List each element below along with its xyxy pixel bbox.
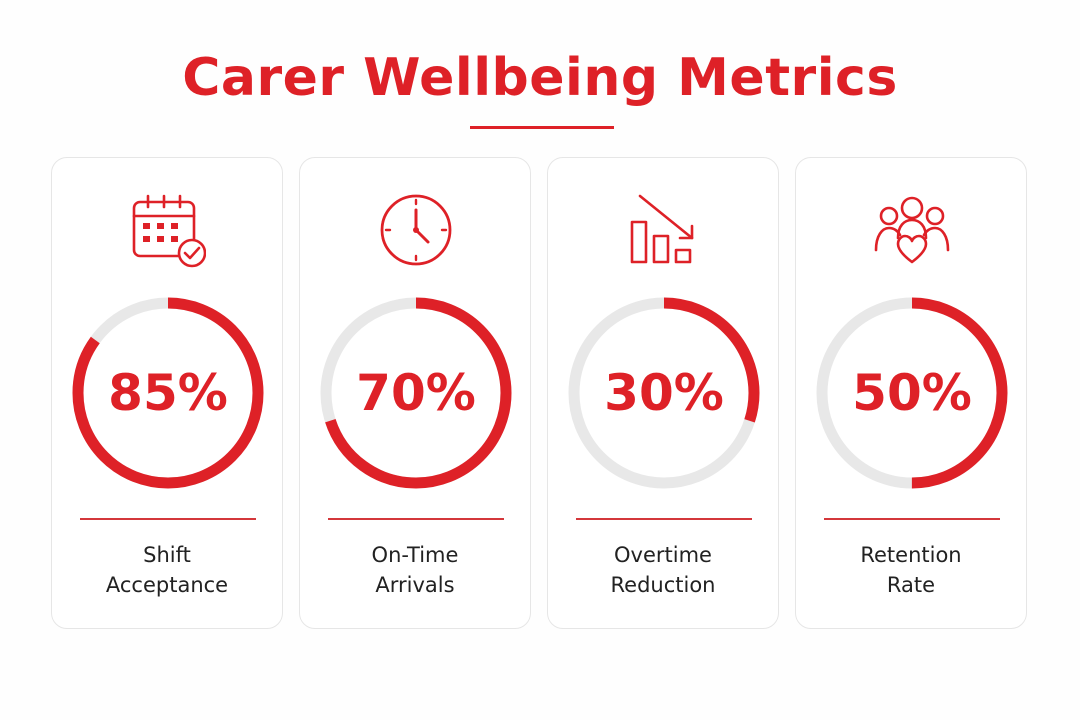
title-underline <box>470 126 614 129</box>
metric-label-line1: Overtime <box>614 543 712 567</box>
metric-label-line2: Acceptance <box>105 573 229 597</box>
card-divider <box>328 518 504 520</box>
page-title: Carer Wellbeing Metrics <box>182 48 898 108</box>
metric-label-line2: Arrivals <box>375 573 455 597</box>
percent-value: 70% <box>356 364 476 422</box>
chart-decline-icon <box>630 194 694 264</box>
metric-card-retention-rate: 50% Retention Rate <box>795 157 1027 629</box>
ring-progress-arc <box>816 297 1008 489</box>
metric-label-line1: Retention <box>860 543 962 567</box>
card-divider <box>824 518 1000 520</box>
team-heart-icon <box>874 196 950 264</box>
donut-chart-on-time-arrivals: 70% <box>320 297 512 489</box>
percent-value: 50% <box>852 364 972 422</box>
metric-card-on-time-arrivals: 70% On-Time Arrivals <box>299 157 531 629</box>
ring-progress-arc <box>320 297 512 489</box>
metric-label: Overtime Reduction <box>548 540 778 600</box>
donut-chart-overtime-reduction: 30% <box>568 297 760 489</box>
clock-icon <box>380 194 452 266</box>
metric-label-line2: Reduction <box>610 573 716 597</box>
card-divider <box>80 518 256 520</box>
metric-label-line1: Shift <box>143 543 191 567</box>
donut-chart-shift-acceptance: 85% <box>72 297 264 489</box>
calendar-check-icon <box>132 194 206 268</box>
metric-label: On-Time Arrivals <box>300 540 530 600</box>
metric-label: Retention Rate <box>796 540 1026 600</box>
donut-chart-retention-rate: 50% <box>816 297 1008 489</box>
percent-value: 30% <box>604 364 724 422</box>
metric-label-line2: Rate <box>886 573 936 597</box>
card-divider <box>576 518 752 520</box>
ring-progress-arc <box>568 297 760 489</box>
percent-value: 85% <box>108 364 228 422</box>
metric-card-shift-acceptance: 85% Shift Acceptance <box>51 157 283 629</box>
ring-progress-arc <box>72 297 264 489</box>
metric-label: Shift Acceptance <box>52 540 282 600</box>
metric-label-line1: On-Time <box>371 543 459 567</box>
metric-card-overtime-reduction: 30% Overtime Reduction <box>547 157 779 629</box>
